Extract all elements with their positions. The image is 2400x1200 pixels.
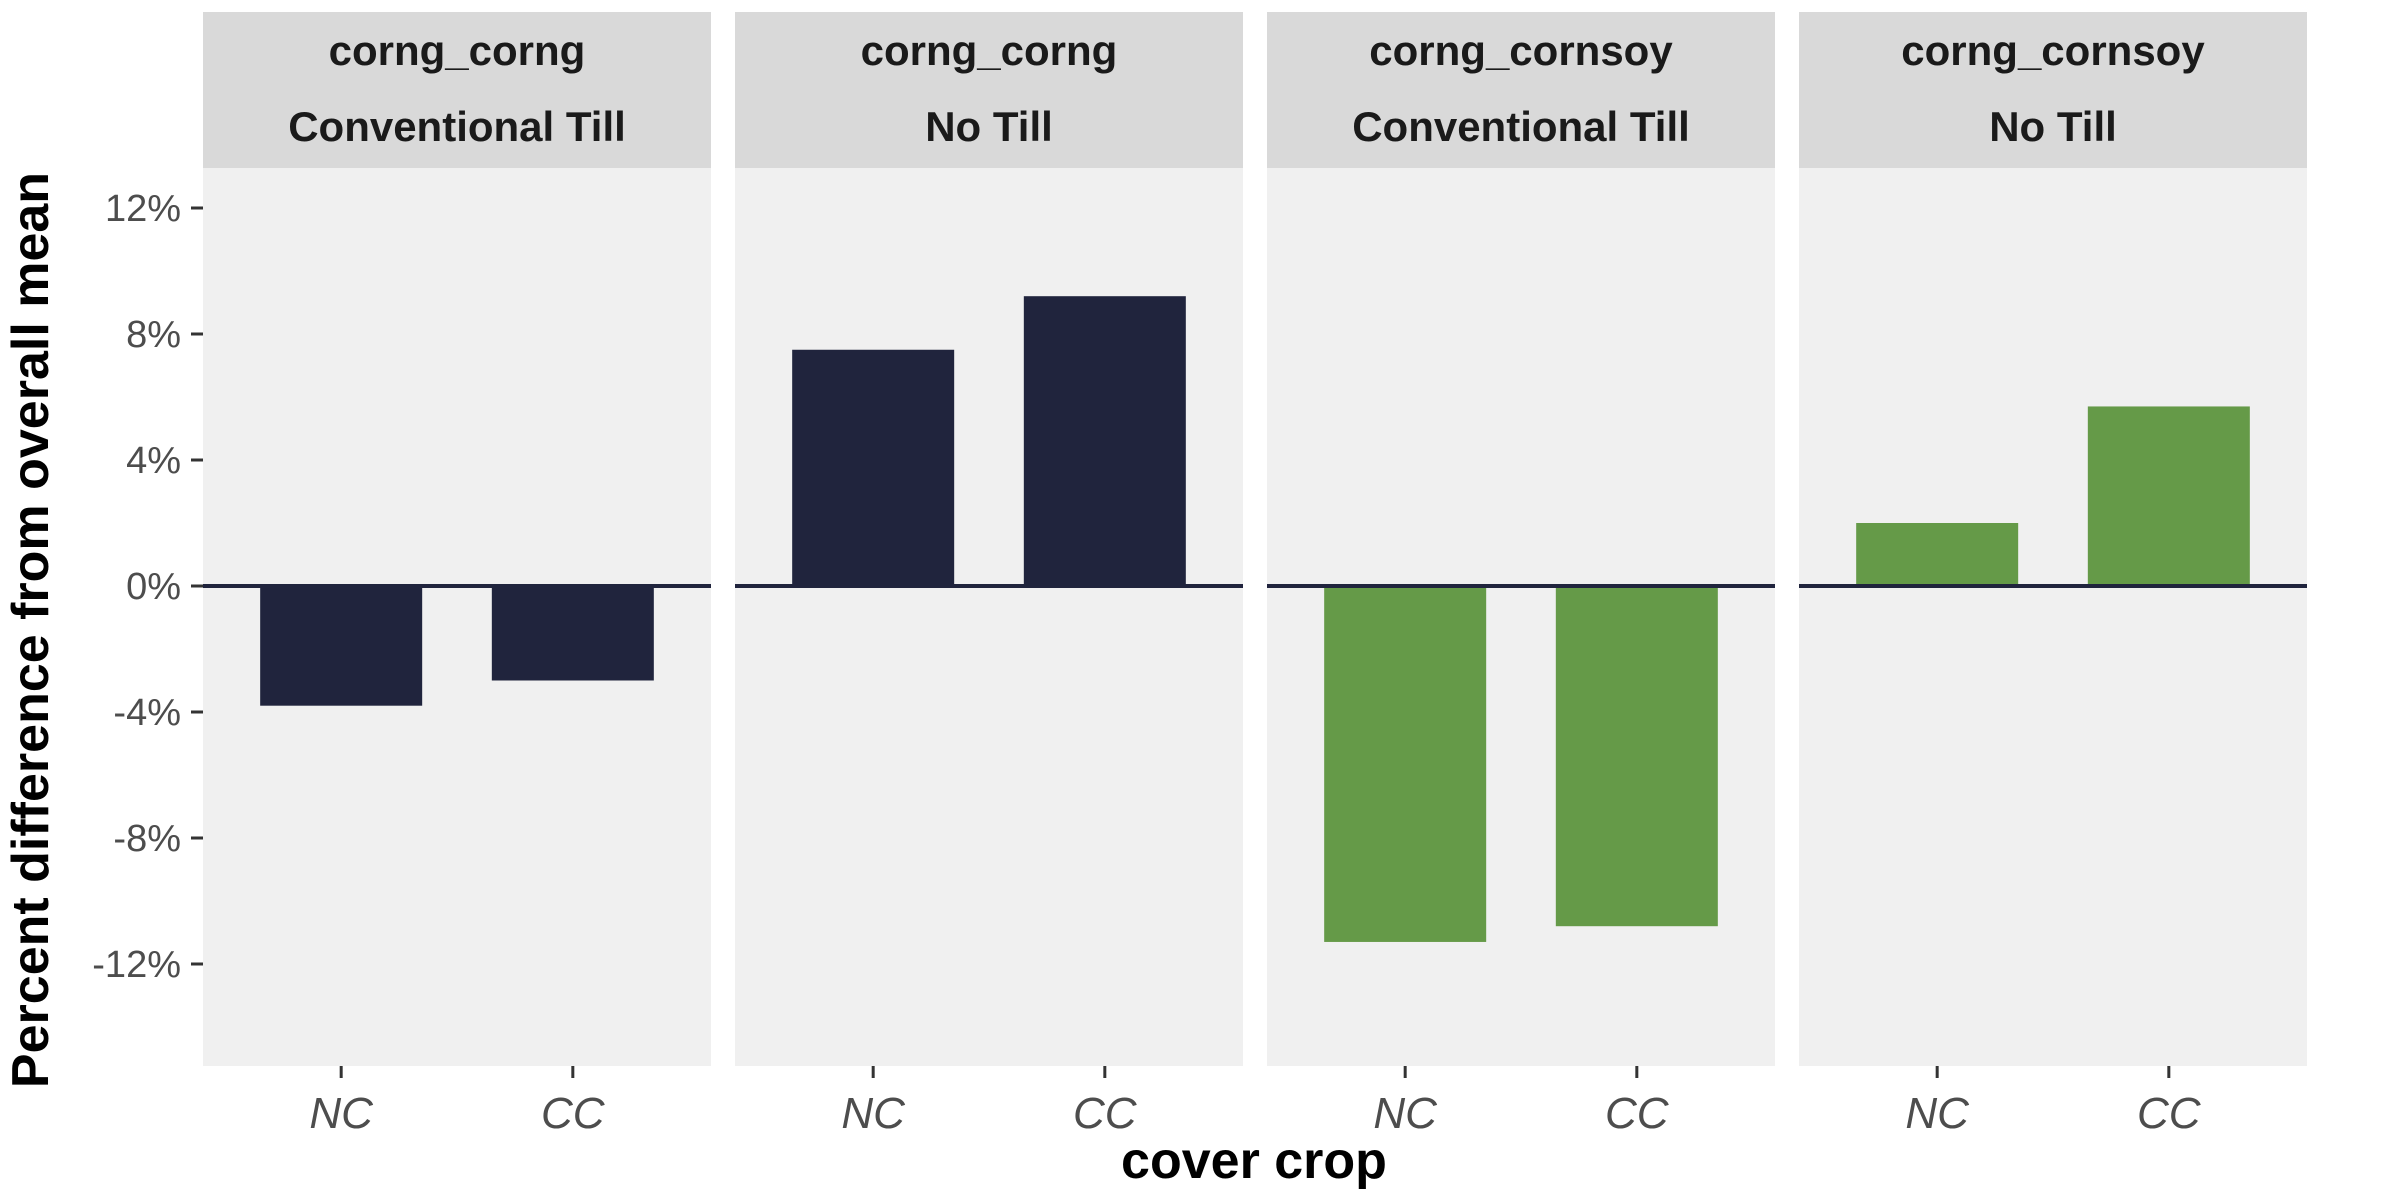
y-tick-label: 12%	[105, 188, 181, 230]
x-tick-label: NC	[309, 1089, 374, 1138]
bar-nc	[792, 349, 955, 586]
bar-nc	[1856, 523, 2019, 586]
y-tick-label: -12%	[92, 944, 181, 986]
x-tick-label: CC	[541, 1089, 606, 1138]
x-tick-label: NC	[841, 1089, 906, 1138]
x-tick-label: NC	[1373, 1089, 1438, 1138]
y-tick-label: 4%	[126, 440, 181, 482]
y-axis-title: Percent difference from overall mean	[2, 172, 60, 1088]
facet-strip-label-bottom: No Till	[1989, 103, 2117, 150]
y-tick-label: -4%	[113, 692, 181, 734]
facet-strip-label-bottom: Conventional Till	[1352, 103, 1690, 150]
y-tick-label: 0%	[126, 566, 181, 608]
bar-nc	[260, 586, 423, 706]
x-tick-label: CC	[1073, 1089, 1138, 1138]
x-axis-title: cover crop	[1121, 1132, 1387, 1190]
bar-cc	[1555, 586, 1718, 927]
panel-background	[1799, 168, 2307, 1066]
bar-cc	[491, 586, 654, 681]
x-tick-label: NC	[1905, 1089, 1970, 1138]
facet-strip-label-top: corng_corng	[861, 27, 1118, 74]
facet-strip-label-top: corng_cornsoy	[1369, 27, 1673, 74]
x-tick-label: CC	[2137, 1089, 2202, 1138]
facet-strip-label-top: corng_corng	[329, 27, 586, 74]
facet-strip-label-bottom: Conventional Till	[288, 103, 626, 150]
bar-cc	[1023, 296, 1186, 586]
panels: 12% 8% 4% 0% -4% -8% -12% corng_corng Convention…	[92, 12, 2307, 1138]
bar-cc	[2087, 406, 2250, 586]
facet-strip	[203, 12, 711, 168]
bar-nc	[1324, 586, 1487, 942]
facet-strip	[1799, 12, 2307, 168]
facet-strip	[1267, 12, 1775, 168]
x-tick-label: CC	[1605, 1089, 1670, 1138]
facet-strip	[735, 12, 1243, 168]
facet-strip-label-bottom: No Till	[925, 103, 1053, 150]
y-tick-label: 8%	[126, 314, 181, 356]
y-tick-label: -8%	[113, 818, 181, 860]
facet-strip-label-top: corng_cornsoy	[1901, 27, 2205, 74]
